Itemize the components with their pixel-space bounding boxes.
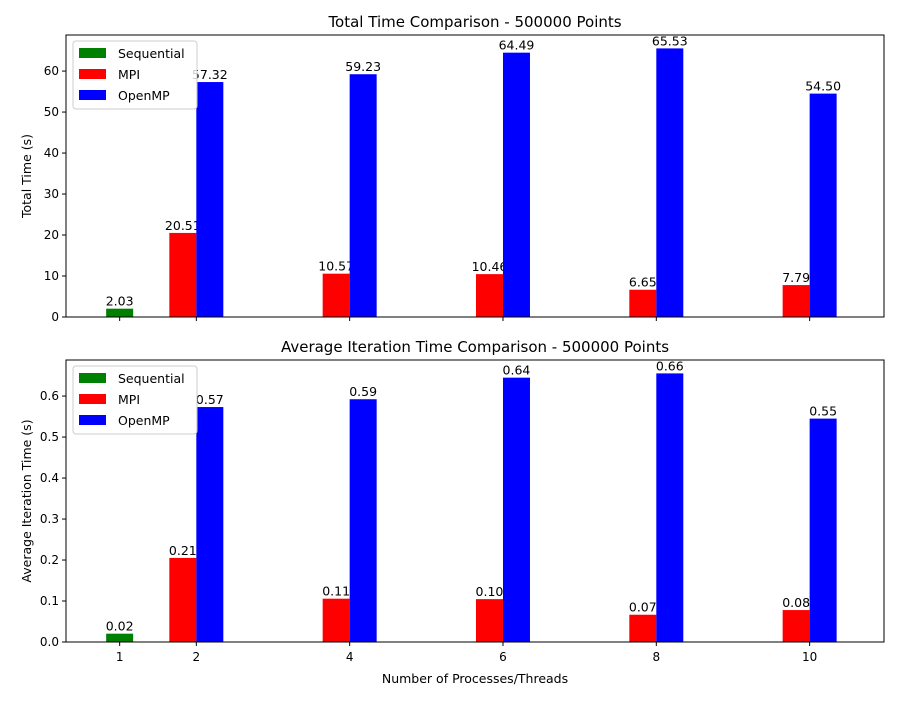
bar-value-label: 0.07 xyxy=(629,600,657,615)
bar-value-label: 0.55 xyxy=(809,404,837,419)
bar-value-label: 59.23 xyxy=(345,59,381,74)
x-tick-label: 10 xyxy=(802,650,817,664)
y-axis-label: Average Iteration Time (s) xyxy=(19,419,34,582)
chart-panel-1: Total Time Comparison - 500000 Points 2.0… xyxy=(19,13,885,324)
bar-mpi-10 xyxy=(782,285,810,317)
bar-mpi-10 xyxy=(782,610,810,642)
bar-mpi-6 xyxy=(475,274,503,317)
y-tick-label: 0.5 xyxy=(40,430,59,444)
y-axis-label: Total Time (s) xyxy=(19,134,34,219)
bar-value-label: 65.53 xyxy=(652,33,688,48)
bar-openmp-4 xyxy=(349,74,377,317)
plot-frame xyxy=(65,34,885,318)
legend-swatch-openmp xyxy=(79,90,106,100)
x-tick-label: 1 xyxy=(116,650,124,664)
legend-swatch-mpi xyxy=(79,394,106,404)
legend-label-openmp: OpenMP xyxy=(118,413,170,428)
y-tick-label: 0.3 xyxy=(40,512,59,526)
bar-value-label: 0.08 xyxy=(782,595,810,610)
y-tick-label: 50 xyxy=(44,105,59,119)
bar-mpi-2 xyxy=(169,557,197,642)
bar-mpi-4 xyxy=(322,598,350,642)
bar-mpi-8 xyxy=(629,614,657,642)
bar-value-label: 64.49 xyxy=(499,38,535,53)
bar-openmp-2 xyxy=(196,407,224,642)
legend-swatch-sequential xyxy=(79,373,106,383)
bar-value-label: 0.57 xyxy=(196,392,224,407)
legend-label-sequential: Sequential xyxy=(118,371,185,386)
bar-value-label: 2.03 xyxy=(106,294,134,309)
bar-value-label: 10.57 xyxy=(318,259,354,274)
x-axis-label: Number of Processes/Threads xyxy=(382,671,568,686)
bar-sequential-1 xyxy=(106,633,134,642)
bar-mpi-6 xyxy=(475,599,503,642)
bar-value-label: 0.66 xyxy=(656,358,684,373)
x-tick-label: 6 xyxy=(499,650,507,664)
y-tick-label: 30 xyxy=(44,187,59,201)
legend-label-mpi: MPI xyxy=(118,392,140,407)
legend-label-mpi: MPI xyxy=(118,67,140,82)
y-tick-label: 40 xyxy=(44,146,59,160)
legend-label-sequential: Sequential xyxy=(118,46,185,61)
legend: Sequential MPI OpenMP xyxy=(72,40,198,110)
legend: Sequential MPI OpenMP xyxy=(72,365,198,435)
chart-title: Total Time Comparison - 500000 Points xyxy=(327,13,621,31)
bar-openmp-2 xyxy=(196,82,224,317)
x-tick-label: 2 xyxy=(193,650,201,664)
bar-value-label: 6.65 xyxy=(629,275,657,290)
y-tick-label: 0.0 xyxy=(40,635,59,649)
bar-value-label: 0.21 xyxy=(169,543,197,558)
legend-swatch-sequential xyxy=(79,48,106,58)
x-tick-label: 4 xyxy=(346,650,354,664)
bar-value-label: 54.50 xyxy=(805,79,841,94)
bar-openmp-10 xyxy=(809,93,837,317)
y-tick-label: 0.1 xyxy=(40,594,59,608)
y-tick-label: 0.6 xyxy=(40,389,59,403)
bar-mpi-4 xyxy=(322,273,350,317)
bar-mpi-8 xyxy=(629,289,657,317)
bar-value-label: 20.51 xyxy=(165,218,201,233)
legend-label-openmp: OpenMP xyxy=(118,88,170,103)
y-tick-label: 60 xyxy=(44,64,59,78)
bar-openmp-6 xyxy=(502,377,530,642)
y-tick-label: 0 xyxy=(51,310,59,324)
bar-openmp-4 xyxy=(349,399,377,642)
chart-panel-2: Average Iteration Time Comparison - 5000… xyxy=(19,338,885,686)
chart-title: Average Iteration Time Comparison - 5000… xyxy=(281,338,669,356)
bar-sequential-1 xyxy=(106,308,134,317)
bar-value-label: 7.79 xyxy=(782,270,810,285)
y-tick-label: 10 xyxy=(44,269,59,283)
bar-openmp-8 xyxy=(656,373,684,642)
bar-value-label: 0.10 xyxy=(476,584,504,599)
y-tick-label: 20 xyxy=(44,228,59,242)
legend-swatch-mpi xyxy=(79,69,106,79)
legend-swatch-openmp xyxy=(79,415,106,425)
bar-openmp-6 xyxy=(502,52,530,318)
bar-mpi-2 xyxy=(169,232,197,317)
bar-value-label: 0.59 xyxy=(349,384,377,399)
bar-value-label: 57.32 xyxy=(192,67,228,82)
bar-openmp-8 xyxy=(656,48,684,318)
bar-openmp-10 xyxy=(809,418,837,642)
bar-value-label: 0.02 xyxy=(106,619,134,634)
x-tick-label: 8 xyxy=(652,650,660,664)
y-tick-label: 0.4 xyxy=(40,471,59,485)
y-tick-label: 0.2 xyxy=(40,553,59,567)
bar-value-label: 0.11 xyxy=(322,584,350,599)
bar-value-label: 10.46 xyxy=(472,259,508,274)
plot-frame xyxy=(65,359,885,643)
bar-value-label: 0.64 xyxy=(503,363,531,378)
